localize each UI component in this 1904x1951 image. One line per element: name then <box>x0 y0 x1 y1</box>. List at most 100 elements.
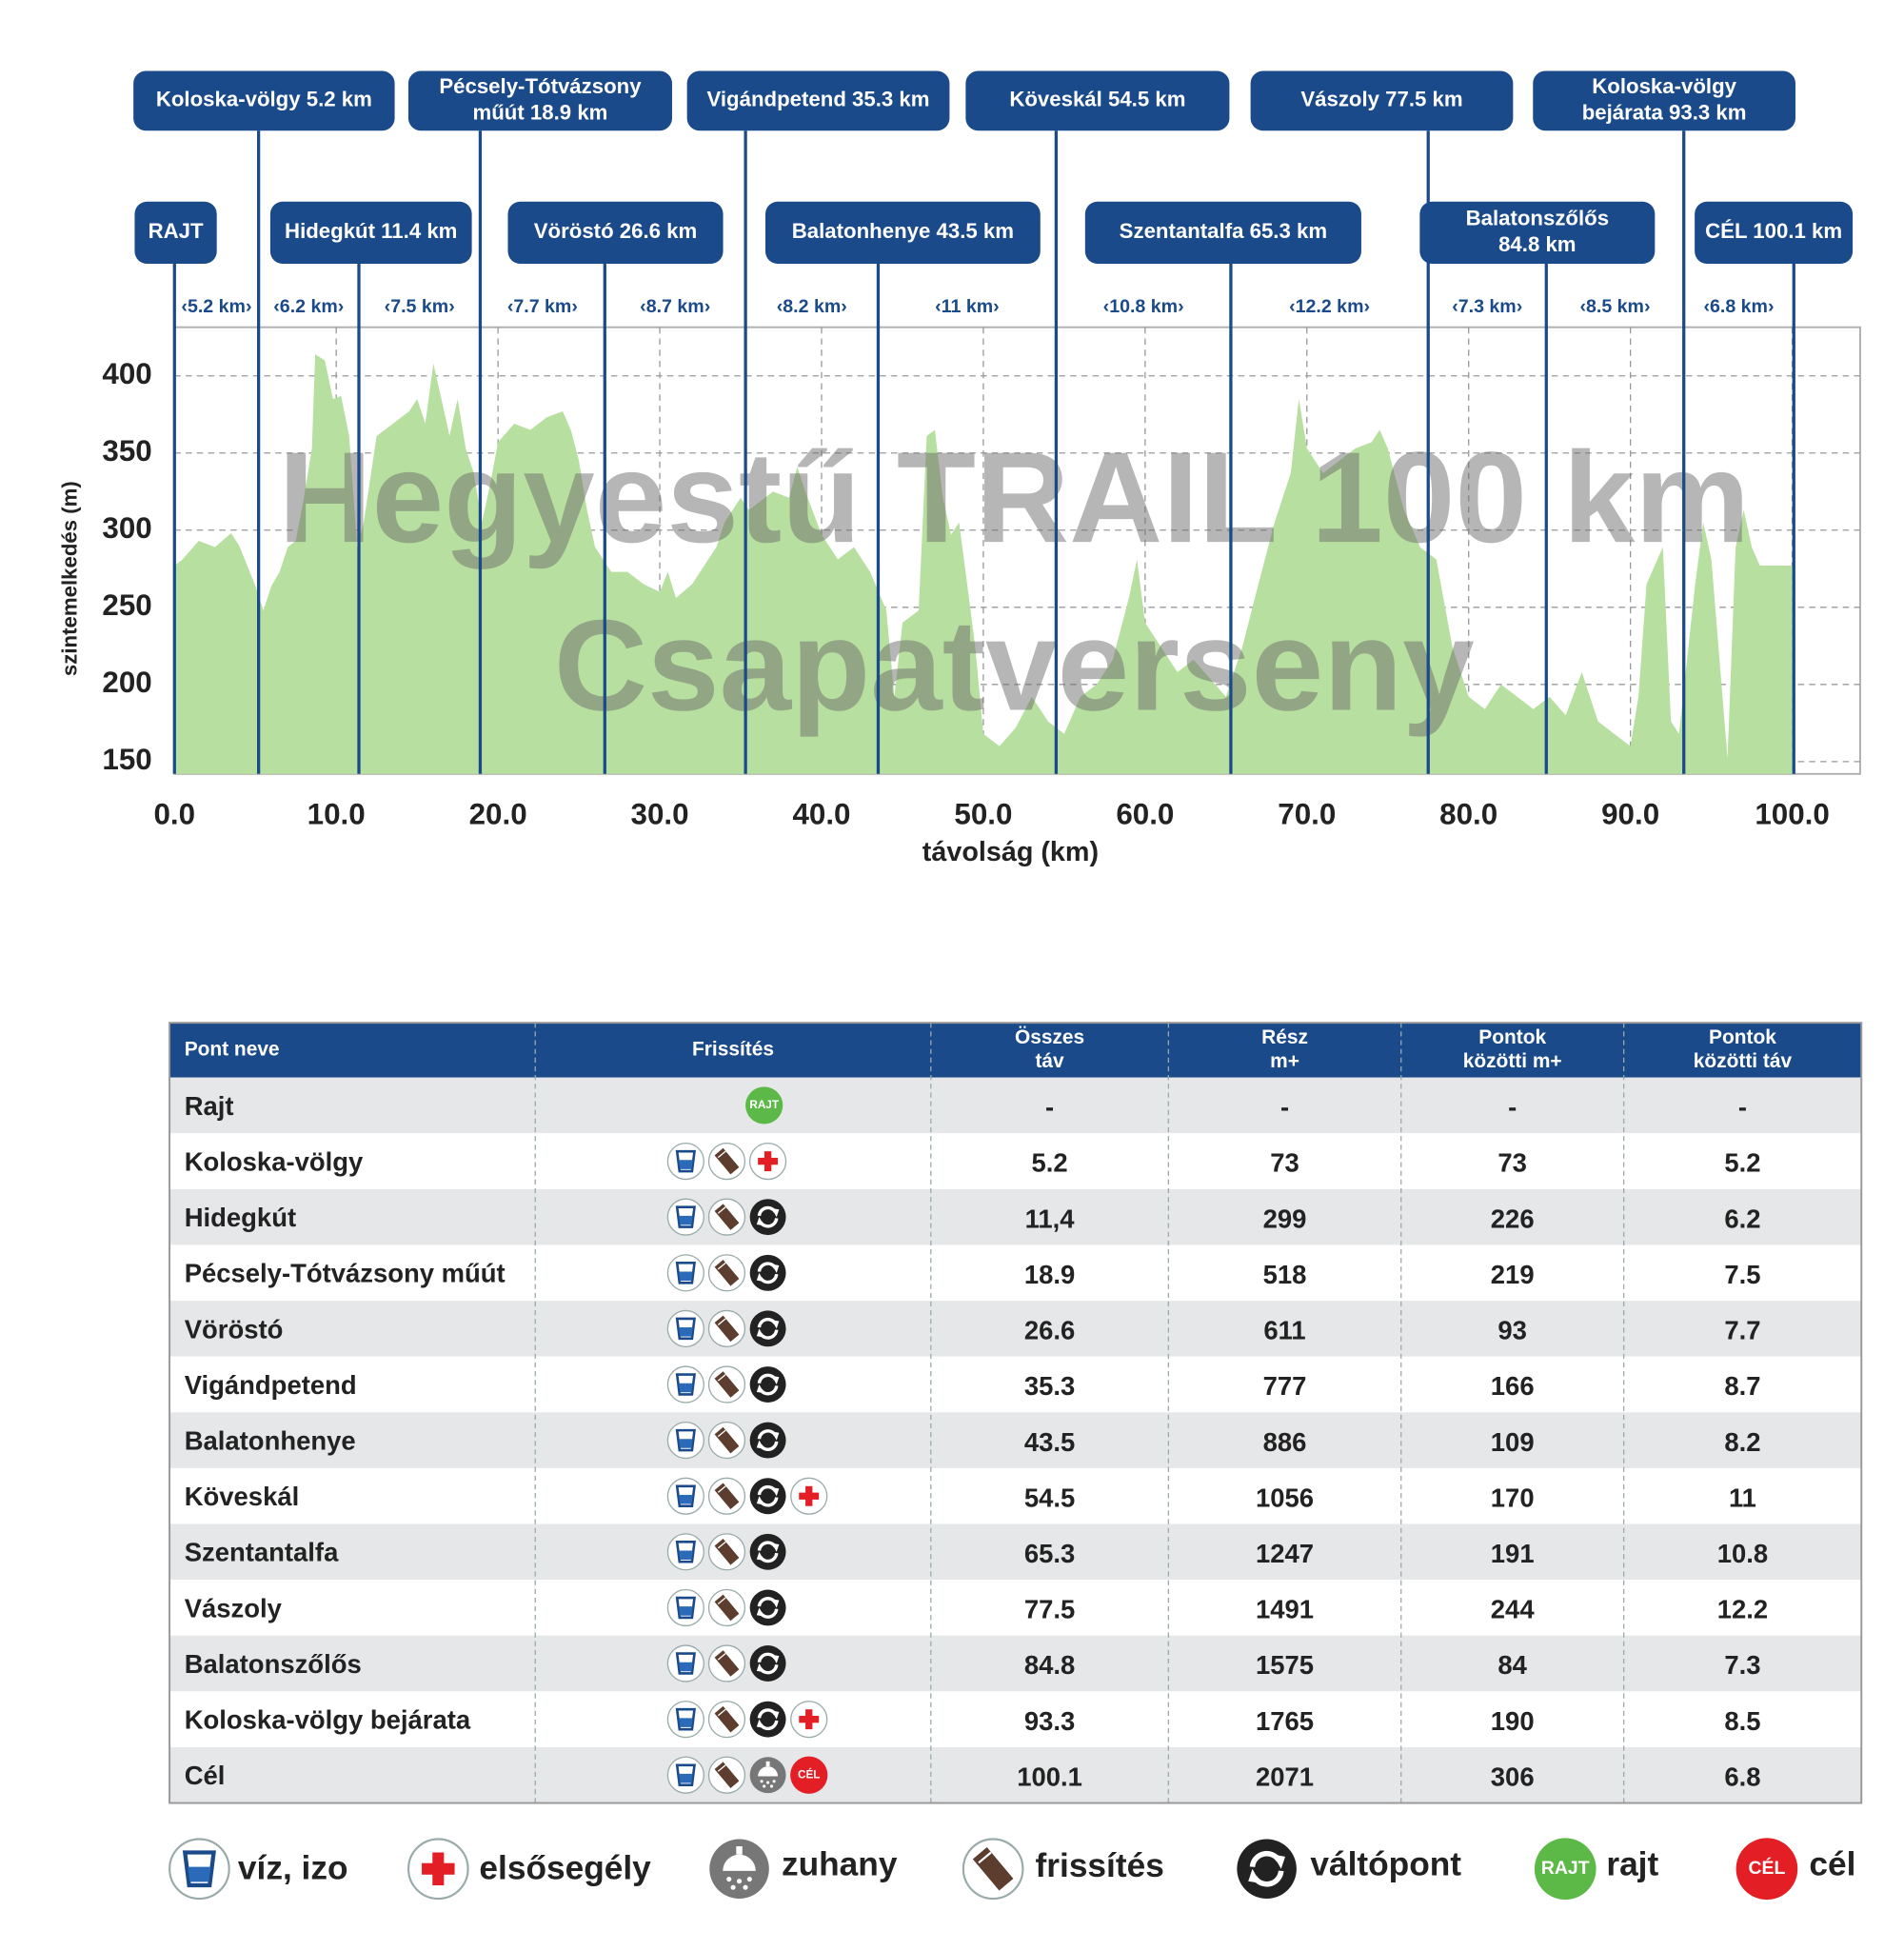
table-cell: 43.5 <box>1024 1427 1075 1457</box>
checkpoint-box <box>1419 201 1656 265</box>
checkpoint-label: Hidegkút 11.4 km <box>285 219 457 243</box>
table-cell: 8.7 <box>1724 1371 1760 1401</box>
table-cell: 299 <box>1263 1204 1307 1233</box>
icon-relay <box>747 1476 788 1516</box>
table-cell: 26.6 <box>1024 1316 1075 1345</box>
segment-label: ‹6.8 km› <box>1703 296 1774 317</box>
icon-snack <box>707 1309 746 1347</box>
x-tick-label: 70.0 <box>1278 798 1336 831</box>
checkpoint-label: Koloska-völgy 5.2 km <box>156 88 372 111</box>
point-name: Koloska-völgy <box>185 1146 364 1176</box>
table-row-bg <box>169 1188 1862 1245</box>
table-header: közötti táv <box>1694 1050 1793 1072</box>
x-tick-label: 30.0 <box>631 798 689 831</box>
table-cell: 93 <box>1497 1316 1527 1345</box>
watermark: Hegyestű TRAIL 100 km <box>278 425 1750 569</box>
legend-badge: RAJT <box>1534 1838 1597 1901</box>
table-cell: - <box>1508 1092 1517 1122</box>
icon-water <box>666 1476 705 1516</box>
checkpoint-box <box>764 201 1041 265</box>
legend-label: elsősegély <box>479 1849 651 1886</box>
segment-label: ‹7.3 km› <box>1452 296 1522 317</box>
table-cell: 166 <box>1491 1371 1535 1401</box>
table-header: m+ <box>1270 1050 1299 1072</box>
y-tick-label: 150 <box>102 743 151 776</box>
y-tick-label: 250 <box>102 588 151 622</box>
icon-relay <box>747 1308 788 1349</box>
table-header: Pontok <box>1478 1026 1546 1048</box>
table-row-bg <box>169 1746 1862 1803</box>
checkpoint-box <box>407 70 672 131</box>
icon-relay <box>747 1253 788 1293</box>
table-row-bg <box>169 1077 1862 1134</box>
table-header: közötti m+ <box>1463 1050 1562 1072</box>
table-row-bg <box>169 1244 1862 1302</box>
icon-water <box>666 1588 705 1627</box>
point-name: Cél <box>185 1761 226 1790</box>
checkpoint-box <box>507 201 724 265</box>
point-name: Vöröstó <box>185 1314 284 1344</box>
table-row-bg <box>169 1356 1862 1413</box>
checkpoint-label: 84.8 km <box>1498 232 1576 256</box>
table-cell: 11 <box>1729 1483 1756 1512</box>
table-cell: 244 <box>1491 1595 1536 1624</box>
table-cell: 11,4 <box>1025 1204 1076 1233</box>
checkpoint-label: bejárata 93.3 km <box>1582 100 1747 124</box>
checkpoint-label: Vöröstó 26.6 km <box>534 219 698 243</box>
table-header: Pont neve <box>185 1038 280 1060</box>
table-cell: - <box>1738 1092 1747 1122</box>
legend-label: váltópont <box>1310 1845 1461 1882</box>
table-row-bg <box>169 1133 1862 1189</box>
y-tick-label: 400 <box>102 357 151 390</box>
x-tick-label: 20.0 <box>469 798 527 831</box>
table-cell: 7.3 <box>1724 1650 1760 1680</box>
table-cell: 18.9 <box>1024 1260 1075 1289</box>
badge-text: RAJT <box>749 1099 780 1111</box>
table-cell: 1247 <box>1256 1539 1314 1568</box>
table-row-bg <box>169 1691 1862 1747</box>
icon-water <box>666 1532 705 1572</box>
legend-badge: CÉL <box>1735 1838 1798 1901</box>
table-cell: 190 <box>1491 1706 1535 1736</box>
table-header: táv <box>1035 1050 1064 1072</box>
icon-shower <box>749 1757 786 1794</box>
segment-label: ‹11 km› <box>935 296 1000 317</box>
table-cell: 226 <box>1491 1204 1535 1233</box>
icon-water <box>666 1142 705 1181</box>
table-cell: 2071 <box>1256 1762 1314 1791</box>
legend-icon <box>1237 1839 1297 1899</box>
badge-finish: CÉL <box>790 1756 828 1794</box>
icon-snack <box>707 1421 746 1460</box>
table-cell: 84.8 <box>1024 1650 1075 1680</box>
checkpoint-label: Szentantalfa 65.3 km <box>1120 219 1327 243</box>
table-cell: 109 <box>1491 1427 1535 1457</box>
table-cell: 6.8 <box>1724 1762 1760 1791</box>
table-cell: 777 <box>1263 1371 1307 1401</box>
icon-snack <box>707 1477 746 1515</box>
table-cell: 65.3 <box>1024 1539 1075 1568</box>
icon-snack <box>707 1756 746 1794</box>
legend-icon <box>962 1838 1024 1901</box>
checkpoint-box <box>1533 70 1795 131</box>
icon-snack <box>707 1533 746 1571</box>
checkpoint-label: Vigándpetend 35.3 km <box>706 88 929 111</box>
table-header: Rész <box>1261 1026 1308 1048</box>
table-cell: 1575 <box>1256 1650 1314 1680</box>
x-tick-label: 100.0 <box>1755 798 1829 831</box>
table-cell: 73 <box>1270 1148 1299 1178</box>
icon-snack <box>707 1365 746 1404</box>
legend-label: rajt <box>1606 1845 1658 1882</box>
icon-water <box>666 1309 705 1348</box>
x-axis-label: távolság (km) <box>922 837 1099 867</box>
point-name: Balatonhenye <box>185 1425 356 1455</box>
y-tick-label: 350 <box>102 434 151 468</box>
checkpoint-box <box>269 201 472 265</box>
legend-label: frissítés <box>1036 1847 1164 1884</box>
point-name: Szentantalfa <box>185 1538 339 1567</box>
icon-relay <box>747 1532 788 1572</box>
segment-label: ‹8.7 km› <box>640 296 710 317</box>
badge-text: CÉL <box>1749 1857 1786 1879</box>
table-cell: 93.3 <box>1024 1706 1075 1736</box>
x-tick-label: 40.0 <box>792 798 850 831</box>
